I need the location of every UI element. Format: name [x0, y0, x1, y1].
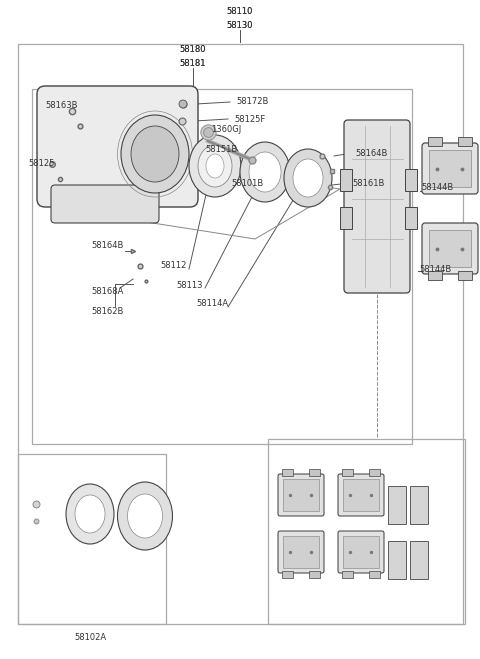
- Text: 58163B: 58163B: [46, 101, 78, 111]
- Text: 58151B: 58151B: [206, 144, 238, 154]
- Bar: [282, 571, 293, 578]
- Bar: [283, 536, 319, 568]
- FancyBboxPatch shape: [338, 531, 384, 573]
- Bar: [342, 571, 353, 578]
- Bar: [410, 541, 428, 579]
- Bar: [369, 469, 380, 476]
- Ellipse shape: [118, 482, 172, 550]
- Text: 58172B: 58172B: [237, 98, 269, 107]
- Bar: [340, 207, 352, 229]
- Bar: [309, 469, 320, 476]
- Bar: [32, 89, 412, 444]
- FancyBboxPatch shape: [37, 86, 198, 207]
- Text: 58102A: 58102A: [74, 633, 106, 641]
- Bar: [388, 486, 406, 524]
- Bar: [343, 536, 379, 568]
- FancyBboxPatch shape: [422, 223, 478, 274]
- Ellipse shape: [284, 149, 332, 207]
- Text: 58161B: 58161B: [353, 179, 385, 188]
- Bar: [428, 271, 442, 280]
- Text: 58168A: 58168A: [92, 287, 124, 297]
- Text: 58164B: 58164B: [356, 148, 388, 158]
- FancyBboxPatch shape: [278, 531, 324, 573]
- Text: 58101B: 58101B: [232, 179, 264, 188]
- Text: 58130: 58130: [227, 20, 253, 30]
- Ellipse shape: [131, 126, 179, 182]
- FancyBboxPatch shape: [422, 143, 478, 194]
- Bar: [405, 207, 417, 229]
- Bar: [388, 541, 406, 579]
- Bar: [429, 150, 471, 187]
- Text: 58162B: 58162B: [92, 308, 124, 316]
- Bar: [369, 571, 380, 578]
- Bar: [342, 469, 353, 476]
- Text: 58144B: 58144B: [422, 183, 454, 192]
- FancyBboxPatch shape: [338, 474, 384, 516]
- Ellipse shape: [240, 142, 290, 202]
- Bar: [268, 439, 465, 624]
- Ellipse shape: [128, 494, 163, 538]
- Text: 58125: 58125: [29, 159, 55, 169]
- Text: 58110: 58110: [227, 7, 253, 16]
- FancyBboxPatch shape: [51, 185, 159, 223]
- Ellipse shape: [66, 484, 114, 544]
- Text: 1360GJ: 1360GJ: [211, 125, 241, 134]
- Ellipse shape: [75, 495, 105, 533]
- Bar: [283, 479, 319, 511]
- Bar: [428, 137, 442, 146]
- Text: 58125F: 58125F: [234, 115, 265, 123]
- Ellipse shape: [179, 100, 187, 108]
- FancyBboxPatch shape: [344, 120, 410, 293]
- Bar: [18, 454, 166, 624]
- Bar: [282, 469, 293, 476]
- Ellipse shape: [249, 152, 281, 192]
- Text: 58113: 58113: [177, 281, 203, 289]
- Bar: [429, 230, 471, 267]
- Text: 58180: 58180: [180, 45, 206, 53]
- Bar: [340, 169, 352, 191]
- Text: 58164B: 58164B: [92, 241, 124, 250]
- Text: 58112: 58112: [161, 262, 187, 270]
- Ellipse shape: [189, 135, 241, 197]
- Bar: [343, 479, 379, 511]
- Bar: [458, 271, 472, 280]
- Ellipse shape: [121, 115, 189, 193]
- Bar: [410, 486, 428, 524]
- Ellipse shape: [198, 145, 232, 187]
- Text: 58114A: 58114A: [196, 299, 228, 308]
- Text: 58180: 58180: [180, 45, 206, 53]
- Bar: [458, 137, 472, 146]
- Bar: [309, 571, 320, 578]
- Text: 58181: 58181: [180, 59, 206, 67]
- FancyBboxPatch shape: [278, 474, 324, 516]
- Bar: [18, 44, 463, 624]
- Ellipse shape: [293, 159, 323, 197]
- Text: 58110: 58110: [227, 7, 253, 16]
- Text: 58144B: 58144B: [420, 264, 452, 273]
- Bar: [405, 169, 417, 191]
- Ellipse shape: [206, 154, 224, 178]
- Text: 58181: 58181: [180, 59, 206, 67]
- Text: 58130: 58130: [227, 20, 253, 30]
